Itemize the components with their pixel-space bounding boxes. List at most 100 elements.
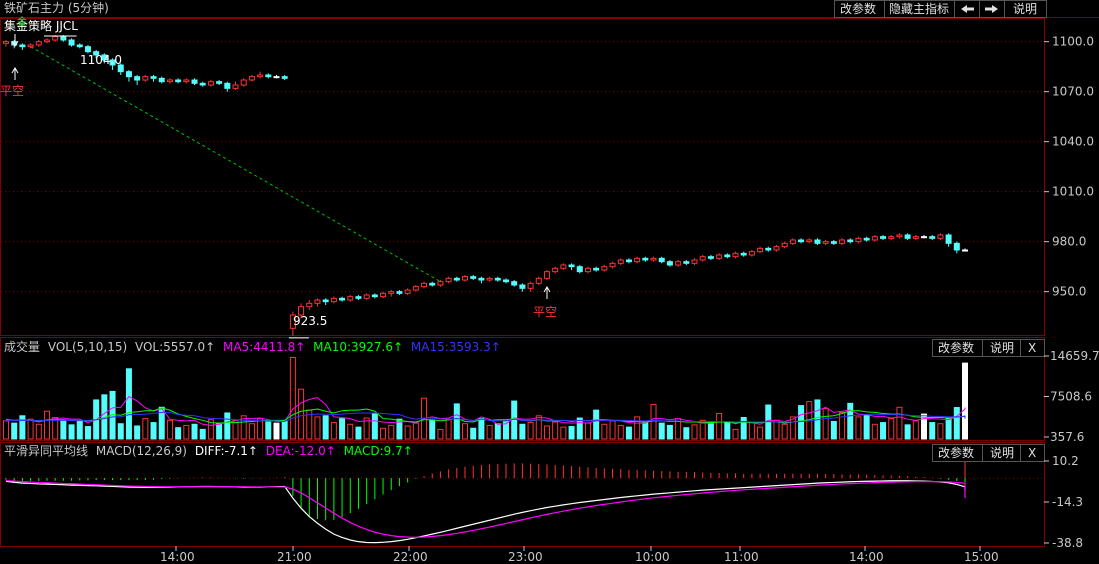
volume-bar <box>207 419 214 440</box>
candle <box>404 289 411 294</box>
macd-dea: DEA:-12.0↑ <box>266 444 336 458</box>
volume-bar <box>175 427 182 440</box>
macd-axis-label: -38.8 <box>1052 536 1083 550</box>
candle <box>68 39 75 46</box>
hide-indicator-button[interactable]: 隐藏主指标 <box>884 0 955 18</box>
candle <box>322 299 329 303</box>
signal-label-left: 平空 <box>0 84 24 98</box>
volume-bar <box>478 418 485 440</box>
change-params-button[interactable]: 改参数 <box>834 0 885 18</box>
price-axis-label: 980.0 <box>1052 235 1086 249</box>
time-axis-label: 11:00 <box>724 550 759 564</box>
signal-label-mid: 平空 <box>533 305 557 319</box>
volume-bar <box>19 415 26 440</box>
candle <box>666 261 673 266</box>
volume-bar <box>863 414 870 440</box>
candle <box>945 234 952 244</box>
candle <box>314 299 321 304</box>
time-axis-label: 23:00 <box>508 550 543 564</box>
volume-bar <box>11 422 18 440</box>
candle <box>625 259 632 263</box>
candle <box>699 256 706 261</box>
volume-change-params-button[interactable]: 改参数 <box>932 339 983 357</box>
candle <box>27 44 34 48</box>
candle <box>19 44 26 48</box>
price-axis-label: 950.0 <box>1052 285 1086 299</box>
candle <box>371 294 378 298</box>
volume-bar <box>322 415 329 440</box>
volume-explain-button[interactable]: 说明 <box>982 339 1021 357</box>
candle <box>35 41 42 46</box>
candle <box>781 242 788 248</box>
explain-button[interactable]: 说明 <box>1004 0 1047 18</box>
candle <box>822 241 829 244</box>
candle <box>117 64 124 73</box>
candle <box>134 76 141 81</box>
volume-bar <box>355 426 362 440</box>
volume-bar <box>650 403 657 440</box>
candle <box>363 294 370 299</box>
candle <box>765 247 772 251</box>
frame <box>0 17 1099 547</box>
candle <box>871 236 878 241</box>
candle <box>421 282 428 288</box>
volume-bar <box>732 428 739 440</box>
price-axis-label: 1070.0 <box>1052 85 1094 99</box>
volume-bar <box>117 423 124 440</box>
candle <box>109 59 116 66</box>
candle <box>207 81 214 86</box>
volume-bar <box>880 422 887 440</box>
signal-arrows <box>11 34 551 299</box>
macd-close-button[interactable]: X <box>1020 444 1045 462</box>
candle <box>929 236 936 239</box>
volume-bar <box>150 422 157 440</box>
candle <box>560 264 567 269</box>
arrow-left-icon[interactable] <box>954 0 980 18</box>
volume-bar <box>716 413 723 440</box>
signal-glyph: 金 <box>17 15 27 28</box>
candle <box>486 277 493 281</box>
macd-change-params-button[interactable]: 改参数 <box>932 444 983 462</box>
svg-text:平滑异同平均线 MACD(12,26,9): 平滑异同平均线 MACD(12,26,9) DIFF:-7.1↑ DEA:-12… <box>4 444 413 458</box>
candle <box>150 76 157 79</box>
candle <box>855 237 862 243</box>
volume-ma-line <box>6 411 966 423</box>
arrow-right-icon[interactable] <box>979 0 1005 18</box>
candle <box>658 257 665 263</box>
time-axis-label: 22:00 <box>393 550 428 564</box>
candle <box>617 259 624 264</box>
volume-bar <box>748 422 755 440</box>
volume-header: 成交量 VOL(5,10,15) VOL:5557.0↑ MA5:4411.8↑… <box>4 339 501 354</box>
low-label: 923.5 <box>293 314 327 328</box>
candle <box>355 296 362 299</box>
candle <box>552 267 559 273</box>
candle <box>609 262 616 268</box>
volume-bar <box>27 418 34 440</box>
price-pane <box>1 35 1044 339</box>
volume-close-button[interactable]: X <box>1020 339 1045 357</box>
candle <box>675 261 682 266</box>
volume-bar <box>683 427 690 440</box>
candle <box>494 277 501 281</box>
time-axis-label: 15:00 <box>964 550 999 564</box>
candle <box>650 257 657 261</box>
candle <box>847 239 854 243</box>
candle <box>535 277 542 284</box>
candle <box>43 39 50 43</box>
candle <box>740 252 747 256</box>
macd-indicator: MACD(12,26,9) <box>96 444 187 458</box>
candle <box>937 234 944 239</box>
macd-explain-button[interactable]: 说明 <box>982 444 1021 462</box>
volume-bar <box>740 416 747 440</box>
candle <box>191 79 198 84</box>
candle <box>166 79 173 83</box>
time-axis-label: 21:00 <box>277 550 312 564</box>
volume-bar <box>666 424 673 440</box>
volume-bar <box>962 407 968 440</box>
candle <box>798 239 805 243</box>
candle <box>199 82 206 86</box>
volume-bar <box>584 422 591 440</box>
volume-bar <box>191 423 198 440</box>
candle <box>453 277 460 281</box>
